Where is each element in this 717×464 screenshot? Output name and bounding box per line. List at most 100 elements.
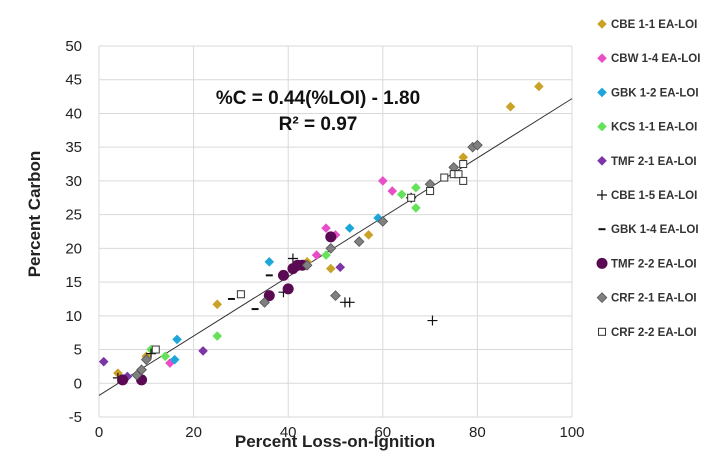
y-tick-label: 25 [65, 207, 82, 224]
data-point [459, 176, 468, 185]
data-point [411, 203, 421, 213]
y-axis-ticks: -5 0 5 10 15 20 25 30 35 40 45 50 [65, 38, 82, 426]
data-point [459, 160, 468, 169]
legend-label: CRF 2-2 EA-LOI [611, 327, 697, 339]
data-point [122, 371, 133, 382]
legend-item: CBW 1-4 EA-LOI [597, 53, 700, 65]
y-tick-label: 15 [65, 274, 82, 291]
y-tick-label: -5 [69, 409, 82, 426]
legend-item: CRF 2-1 EA-LOI [596, 292, 697, 305]
data-point [505, 101, 516, 112]
data-point [165, 358, 175, 368]
data-point [472, 139, 483, 151]
data-point [264, 257, 275, 267]
trendline [98, 98, 573, 396]
data-point [151, 345, 160, 354]
data-point [321, 223, 331, 233]
data-point [117, 374, 129, 386]
data-point [98, 356, 109, 367]
x-axis-ticks: 0 20 40 60 80 100 [95, 424, 585, 441]
legend-item: CBE 1-1 EA-LOI [597, 19, 697, 31]
data-point [396, 189, 407, 200]
data-point [172, 334, 182, 345]
legend-item: CRF 2-2 EA-LOI [598, 327, 697, 339]
equation-annotation: %C = 0.44(%LOI) - 1.80 [216, 88, 420, 109]
x-axis-title: Percent Loss-on-Ignition [235, 432, 435, 451]
data-point [407, 193, 416, 202]
legend-label: KCS 1-1 EA-LOI [611, 122, 697, 134]
data-point [325, 242, 337, 254]
y-tick-label: 50 [65, 38, 82, 55]
data-point [335, 262, 346, 273]
legend-marker [597, 190, 607, 200]
legend-marker [598, 327, 606, 336]
legend-marker [596, 292, 608, 303]
data-point [325, 231, 337, 243]
data-point [140, 354, 152, 366]
x-tick-label: 40 [280, 424, 297, 441]
data-point [277, 269, 289, 281]
data-point [160, 351, 171, 362]
data-point [287, 253, 298, 264]
legend-item: GBK 1-4 EA-LOI [598, 224, 699, 236]
x-tick-label: 0 [95, 424, 103, 441]
y-tick-label: 35 [65, 139, 82, 156]
legend-marker [597, 156, 607, 166]
legend-label: GBK 1-4 EA-LOI [611, 224, 699, 236]
y-tick-label: 45 [65, 72, 82, 89]
x-tick-label: 60 [374, 424, 391, 441]
data-point [136, 364, 147, 376]
y-tick-label: 5 [74, 342, 82, 359]
legend-marker [597, 87, 607, 98]
legend-label: CRF 2-1 EA-LOI [611, 293, 697, 305]
data-point [259, 296, 270, 308]
x-tick-label: 100 [559, 424, 584, 441]
data-point [353, 236, 365, 247]
data-point [427, 315, 438, 326]
data-point [212, 299, 223, 310]
data-point [169, 354, 180, 365]
data-point [344, 297, 355, 308]
legend-label: CBW 1-4 EA-LOI [611, 53, 700, 65]
legend-marker [597, 121, 607, 132]
data-point [321, 250, 331, 260]
data-point [411, 182, 421, 193]
y-tick-label: 40 [65, 105, 82, 122]
legend-label: CBE 1-5 EA-LOI [611, 190, 697, 202]
y-axis-title: Percent Carbon [25, 151, 44, 278]
data-point [282, 283, 294, 295]
legend-item: GBK 1-2 EA-LOI [597, 87, 699, 99]
x-tick-label: 80 [469, 424, 486, 441]
legend-item: KCS 1-1 EA-LOI [597, 122, 697, 134]
legend-label: CBE 1-1 EA-LOI [611, 19, 697, 31]
data-point [325, 263, 336, 274]
data-point [330, 290, 341, 301]
legend-item: TMF 2-2 EA-LOI [596, 257, 697, 270]
data-point [311, 250, 322, 260]
legend-item: CBE 1-5 EA-LOI [597, 190, 697, 202]
data-point [344, 223, 355, 233]
data-point [454, 170, 463, 179]
data-point [146, 348, 157, 359]
data-point [236, 290, 245, 299]
y-tick-label: 20 [65, 240, 82, 257]
data-point [212, 331, 223, 341]
legend-label: TMF 2-1 EA-LOI [611, 156, 697, 168]
legend-label: GBK 1-2 EA-LOI [611, 87, 699, 99]
data-point [534, 81, 544, 92]
legend-marker [597, 53, 607, 63]
legend-label: TMF 2-2 EA-LOI [611, 258, 697, 270]
legend-marker [597, 19, 607, 29]
legend: CBE 1-1 EA-LOI CBW 1-4 EA-LOI GBK 1-2 EA-L… [596, 19, 700, 339]
data-points [98, 81, 544, 386]
data-point [363, 230, 374, 240]
y-tick-label: 10 [65, 308, 82, 325]
data-point [263, 290, 275, 302]
y-tick-label: 30 [65, 173, 82, 190]
data-point [301, 259, 313, 271]
data-point [426, 187, 435, 196]
data-point [458, 152, 469, 163]
data-point [198, 346, 208, 356]
x-tick-label: 20 [185, 424, 202, 441]
r-squared-annotation: R² = 0.97 [279, 114, 358, 135]
